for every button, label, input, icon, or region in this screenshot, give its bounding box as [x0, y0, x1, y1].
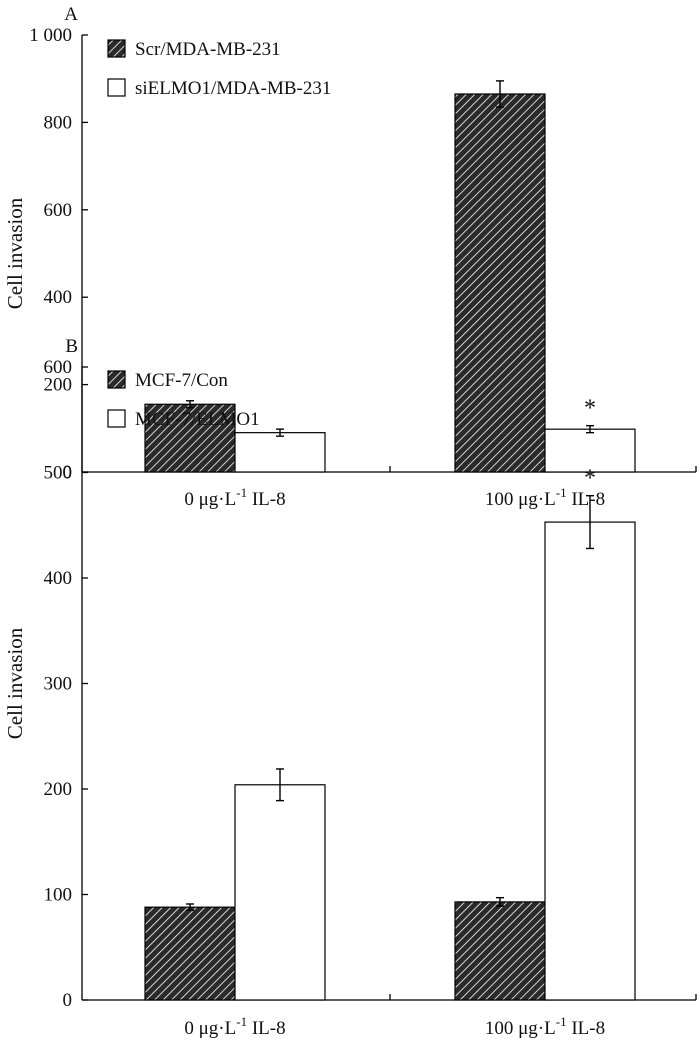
category-label-superscript: -1	[556, 485, 567, 500]
y-tick-label: 100	[44, 885, 73, 906]
y-tick-label: 0	[63, 462, 73, 483]
legend-swatch	[107, 370, 126, 389]
y-tick-label: 600	[44, 357, 73, 378]
category-label-unit: IL-8	[567, 1018, 606, 1039]
category-label-unit: IL-8	[247, 1018, 286, 1039]
category-label-unit: IL-8	[247, 489, 286, 510]
significance-mark: *	[584, 466, 596, 492]
y-tick-label: 1 000	[29, 25, 72, 46]
bar-control	[454, 93, 546, 473]
y-tick-label: 600	[44, 200, 73, 221]
x-category-label: 0 μg·L-1 IL-8	[184, 1014, 285, 1039]
significance-mark: *	[584, 396, 596, 422]
legend-label: MCF-7/ELMO1	[135, 409, 260, 430]
panel-label: A	[64, 4, 78, 25]
x-category-label: 100 μg·L-1 IL-8	[485, 1014, 605, 1039]
bar-treated	[544, 521, 636, 1001]
x-category-label: 0 μg·L-1 IL-8	[184, 485, 285, 510]
y-tick-label: 400	[44, 568, 73, 589]
y-tick-label: 300	[44, 674, 73, 695]
bar-control	[144, 403, 236, 473]
category-label-unit: IL-8	[567, 489, 606, 510]
y-tick-label: 500	[44, 463, 73, 484]
category-label-value: 100 μg·L	[485, 489, 556, 510]
category-label-superscript: -1	[236, 485, 247, 500]
legend-label: MCF-7/Con	[135, 370, 228, 391]
x-category-label: 100 μg·L-1 IL-8	[485, 485, 605, 510]
bar-treated	[544, 428, 636, 473]
y-tick-label: 200	[44, 779, 73, 800]
bar-control	[144, 906, 236, 1001]
legend-label: Scr/MDA-MB-231	[135, 39, 281, 60]
y-axis-title: Cell invasion	[3, 627, 27, 739]
category-label-value: 0 μg·L	[184, 489, 236, 510]
y-tick-label: 800	[44, 112, 73, 133]
bar-control	[454, 901, 546, 1001]
y-tick-label: 0	[63, 990, 73, 1011]
y-tick-label: 400	[44, 287, 73, 308]
legend-swatch	[107, 78, 126, 97]
category-label-superscript: -1	[556, 1014, 567, 1029]
legend-swatch	[107, 409, 126, 428]
category-label-value: 0 μg·L	[184, 1018, 236, 1039]
y-axis-title: Cell invasion	[3, 197, 27, 309]
y-tick-label: 200	[44, 375, 73, 396]
category-label-value: 100 μg·L	[485, 1018, 556, 1039]
legend-swatch	[107, 39, 126, 58]
bar-treated	[234, 784, 326, 1001]
legend-label: siELMO1/MDA-MB-231	[135, 78, 331, 99]
category-label-superscript: -1	[236, 1014, 247, 1029]
panel-label: B	[65, 336, 78, 357]
bar-treated	[234, 432, 326, 473]
